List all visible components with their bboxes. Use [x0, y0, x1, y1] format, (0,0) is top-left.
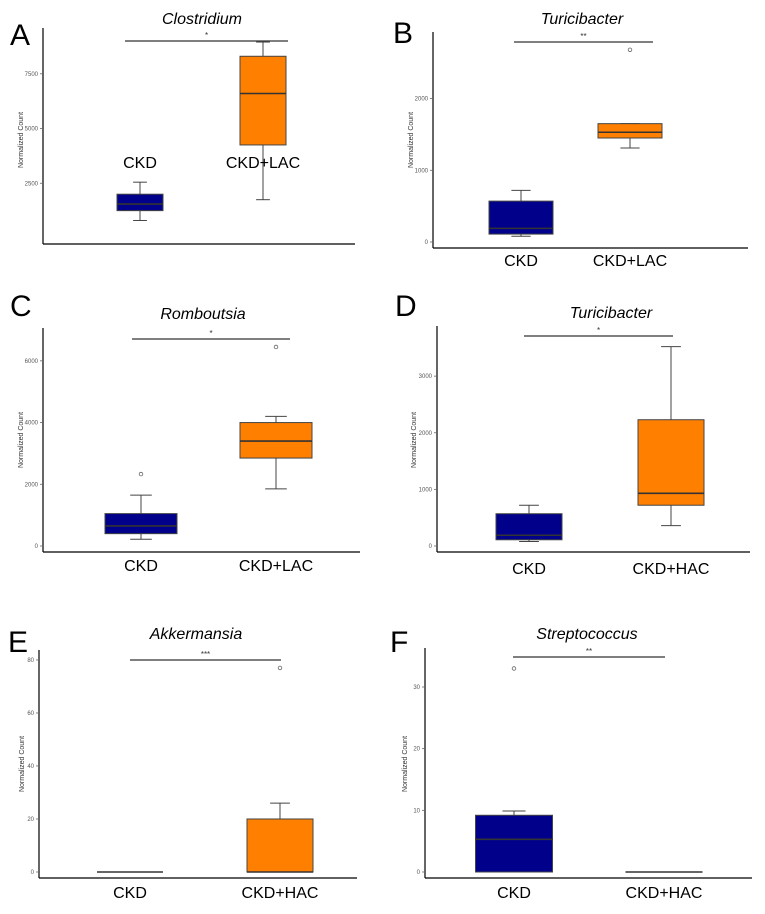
y-tick-label: 30 — [413, 685, 420, 691]
panel-f: F Streptococcus Normalized Count 0 10 20 30 CKD… — [390, 626, 752, 902]
panel-c: C Romboutsia Normalized Count 0 2000 4000 6000… — [10, 290, 360, 575]
outlier-point — [273, 344, 279, 350]
y-tick-label: 5000 — [25, 127, 39, 133]
panel-letter: B — [393, 17, 413, 50]
category-label: CKD+LAC — [226, 155, 300, 172]
category-label: CKD+HAC — [242, 885, 319, 902]
y-tick-label: 60 — [27, 711, 34, 717]
y-axis-label: Normalized Count — [18, 112, 25, 168]
chart-title: Akkermansia — [149, 626, 243, 643]
significance-label: * — [205, 31, 208, 40]
y-axis-label: Normalized Count — [18, 412, 25, 468]
box-ckd-lac — [239, 55, 287, 146]
chart-title: Turicibacter — [541, 11, 624, 28]
category-label: CKD+LAC — [239, 558, 313, 575]
box-ckd-lac — [597, 123, 663, 139]
y-tick-label: 2000 — [415, 97, 429, 103]
y-tick-label: 0 — [417, 870, 421, 876]
panel-a: A Clostridium Normalized Count 2500 5000 7500… — [10, 11, 355, 245]
y-tick-label: 4000 — [25, 421, 39, 427]
y-tick-label: 3000 — [419, 374, 433, 380]
chart-title: Romboutsia — [160, 306, 245, 323]
y-axis-label: Normalized Count — [402, 736, 409, 792]
y-tick-label: 40 — [27, 764, 34, 770]
category-label: CKD — [123, 155, 157, 172]
y-tick-label: 0 — [425, 240, 429, 246]
y-tick-label: 2000 — [419, 431, 433, 437]
panel-d: D Turicibacter Normalized Count 0 1000 2000 30… — [395, 290, 750, 578]
panel-letter: A — [10, 19, 30, 52]
y-tick-label: 2500 — [25, 181, 39, 187]
y-tick-label: 1000 — [415, 168, 429, 174]
y-tick-label: 1000 — [419, 487, 433, 493]
box-ckd-hac — [637, 419, 705, 506]
category-label: CKD+HAC — [633, 561, 710, 578]
category-label: CKD — [113, 885, 147, 902]
y-tick-label: 0 — [31, 870, 35, 876]
box-ckd-hac — [246, 818, 314, 873]
y-tick-label: 20 — [27, 817, 34, 823]
panel-letter: C — [10, 290, 32, 323]
panel-letter: E — [8, 626, 28, 659]
outlier-point — [138, 471, 144, 477]
chart-title: Turicibacter — [570, 305, 653, 322]
category-label: CKD+HAC — [626, 885, 703, 902]
panel-letter: D — [395, 290, 417, 323]
category-label: CKD — [124, 558, 158, 575]
panel-letter: F — [390, 626, 408, 659]
outlier-point — [511, 666, 517, 671]
outlier-point — [627, 47, 633, 52]
significance-label: ** — [580, 32, 586, 41]
y-axis-label: Normalized Count — [411, 412, 418, 468]
chart-title: Streptococcus — [536, 626, 637, 643]
chart-title: Clostridium — [162, 11, 242, 28]
y-tick-label: 7500 — [25, 72, 39, 78]
y-axis-label: Normalized Count — [408, 112, 415, 168]
y-tick-label: 6000 — [25, 359, 39, 365]
panel-e: E Akkermansia Normalized Count 0 20 40 60 80 CKD… — [8, 626, 357, 902]
panel-b: B Turicibacter Normalized Count 0 1000 2000 CK… — [393, 11, 748, 270]
significance-label: *** — [201, 650, 210, 659]
significance-label: * — [209, 329, 212, 338]
y-tick-label: 80 — [27, 658, 34, 664]
y-tick-label: 20 — [413, 747, 420, 753]
significance-label: ** — [586, 647, 592, 656]
y-tick-label: 10 — [413, 808, 420, 814]
y-tick-label: 0 — [35, 544, 39, 550]
category-label: CKD — [512, 561, 546, 578]
y-tick-label: 0 — [429, 544, 433, 550]
outlier-point — [277, 665, 283, 671]
box-ckd — [116, 193, 164, 212]
category-label: CKD — [497, 885, 531, 902]
box-ckd — [475, 814, 553, 873]
category-label: CKD — [504, 253, 538, 270]
category-label: CKD+LAC — [593, 253, 667, 270]
y-axis-label: Normalized Count — [19, 736, 26, 792]
box-ckd — [104, 513, 178, 535]
significance-label: * — [597, 326, 600, 335]
y-tick-label: 2000 — [25, 482, 39, 488]
